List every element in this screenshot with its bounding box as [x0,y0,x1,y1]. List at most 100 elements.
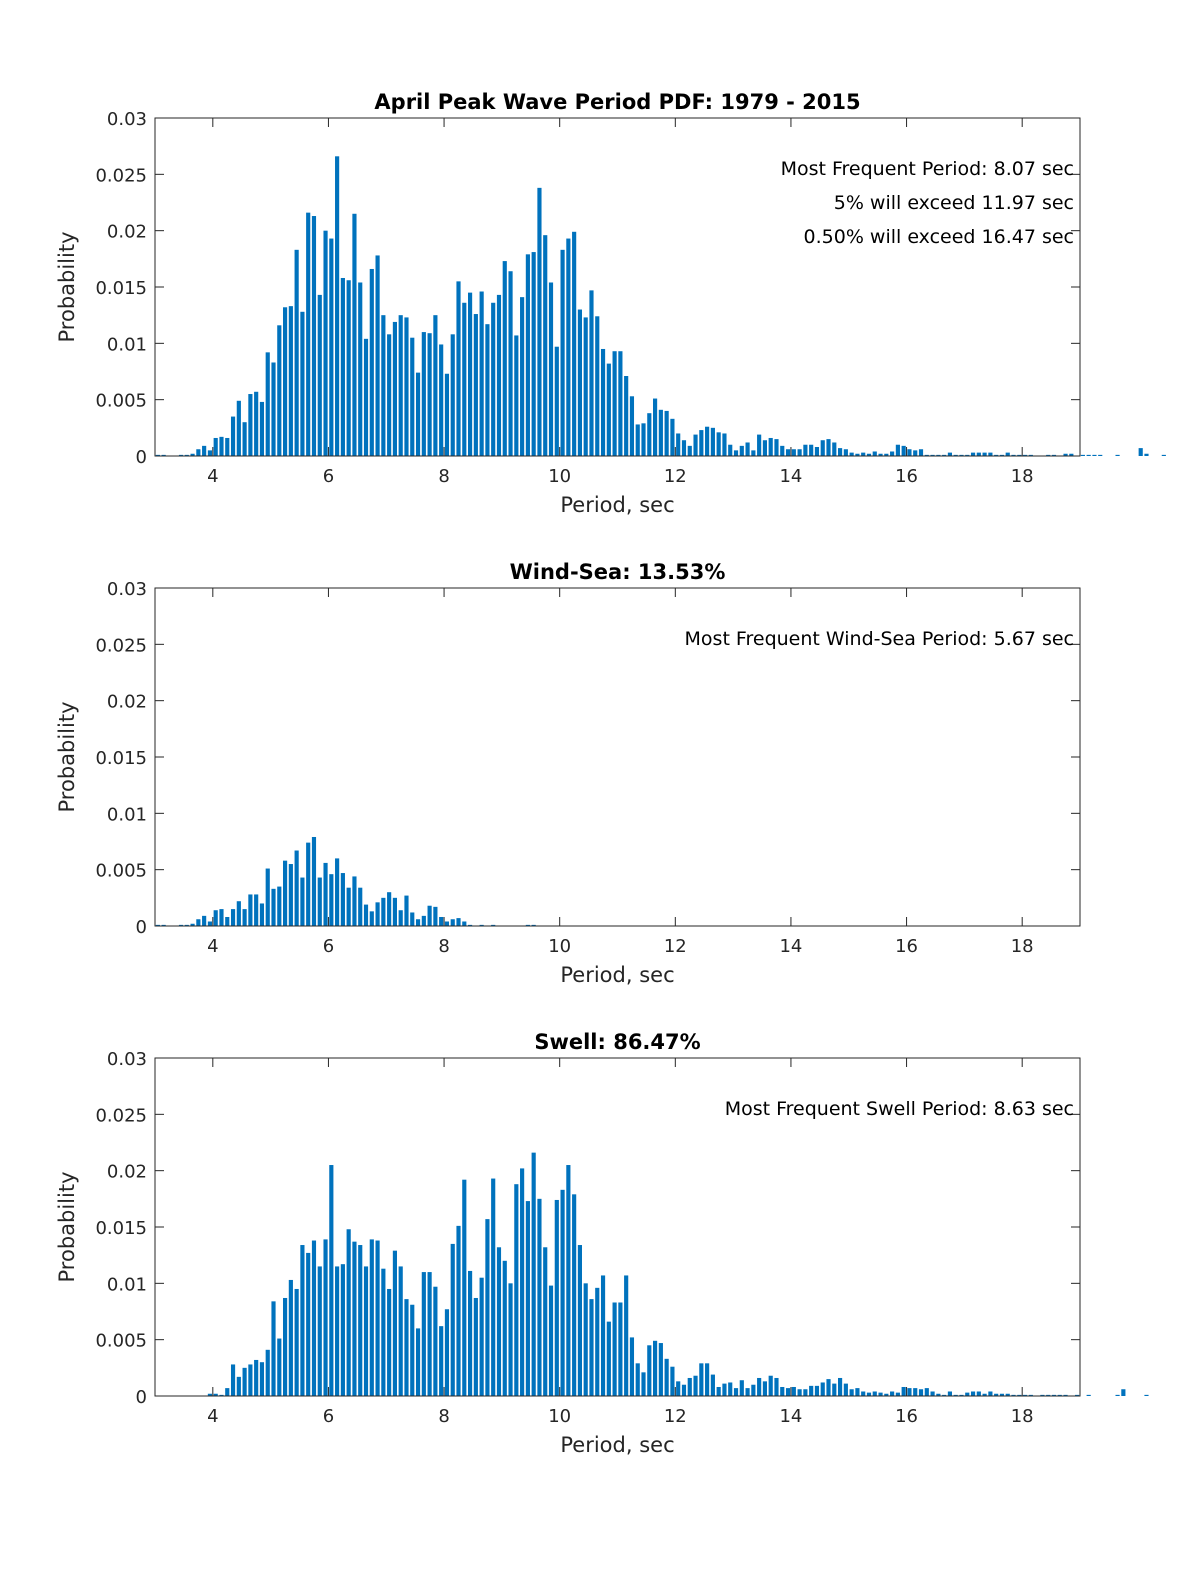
x-tick-label: 18 [1011,1406,1034,1427]
bar [196,919,201,926]
bar [1121,1389,1126,1396]
annotation-text: 0.50% will exceed 16.47 sec [804,226,1074,248]
x-axis-label: Period, sec [560,963,674,987]
bar [872,1391,877,1396]
bar [965,1392,970,1396]
bar [1075,1394,1080,1396]
bar [178,454,184,456]
bar-series [155,836,536,926]
bar [219,1394,224,1396]
bar [288,1279,293,1396]
bar [491,1178,496,1396]
bar [733,1388,739,1396]
bar [491,924,496,926]
bar [670,1366,675,1396]
x-axis-label: Period, sec [560,1433,674,1457]
bar [884,453,889,456]
bar [982,452,987,456]
bar [1098,454,1103,456]
bar [271,888,276,926]
bar [196,449,201,456]
x-tick-label: 12 [664,466,687,487]
bar [670,418,675,456]
bar [439,916,444,926]
bar [525,1201,530,1396]
y-axis-label: Probability [55,701,79,812]
bar [878,453,883,456]
bar [647,1345,652,1396]
bar [329,1165,334,1396]
y-tick-label: 0.02 [107,692,147,713]
x-tick-label: 10 [548,1406,571,1427]
bar [826,439,831,456]
bar [953,1394,958,1396]
bar [1023,454,1028,456]
x-tick-label: 18 [1011,466,1034,487]
bar [653,398,658,456]
bar [236,400,241,456]
bar [450,334,455,456]
bar [814,1385,820,1396]
bar [768,1375,773,1396]
bar [618,351,623,456]
bar [375,1240,380,1396]
bar [994,454,999,456]
bar [450,1243,455,1396]
bar [248,894,253,926]
bar [705,426,710,456]
bar [785,1388,791,1396]
bar [427,333,432,456]
bar [664,1358,669,1396]
bar [300,311,305,456]
bar [1092,454,1097,456]
bar [913,450,918,456]
bar [999,454,1005,456]
bar [624,376,629,456]
bar [1115,454,1120,456]
bar [306,212,311,456]
bar [421,332,426,456]
bar [1080,454,1085,456]
y-tick-label: 0.025 [95,165,147,186]
bar [514,1184,519,1396]
bar [161,924,166,926]
bar [791,1386,796,1396]
bar [699,1363,704,1396]
bar [947,1391,952,1396]
bar [866,1392,872,1396]
bar [878,1392,883,1396]
y-tick-label: 0.025 [95,1105,147,1126]
bar [433,315,438,456]
bar [335,858,340,926]
bar [358,1245,363,1396]
bar [392,321,397,456]
bar [780,1386,785,1396]
bar [346,1229,351,1396]
bar [271,362,276,456]
bar [155,924,160,926]
bar [363,338,369,456]
bar [421,1272,426,1396]
bar [1011,1394,1016,1396]
bar [439,344,444,456]
bar [1063,453,1068,456]
bar [502,1260,507,1396]
bar [444,1309,450,1396]
bar [277,886,282,926]
bar [479,291,484,456]
bar [202,915,207,926]
bar [485,1219,490,1396]
bar [485,324,490,456]
bar [936,1393,941,1396]
x-tick-label: 4 [207,466,218,487]
bar [641,1372,646,1396]
bar [259,903,265,926]
y-tick-label: 0.01 [107,334,147,355]
bar [398,315,403,456]
bar [381,315,386,456]
bar [398,910,403,926]
bar [959,1394,964,1396]
bar [884,1393,889,1396]
bar [1144,1394,1149,1396]
annotation-text: Most Frequent Period: 8.07 sec [781,158,1074,180]
